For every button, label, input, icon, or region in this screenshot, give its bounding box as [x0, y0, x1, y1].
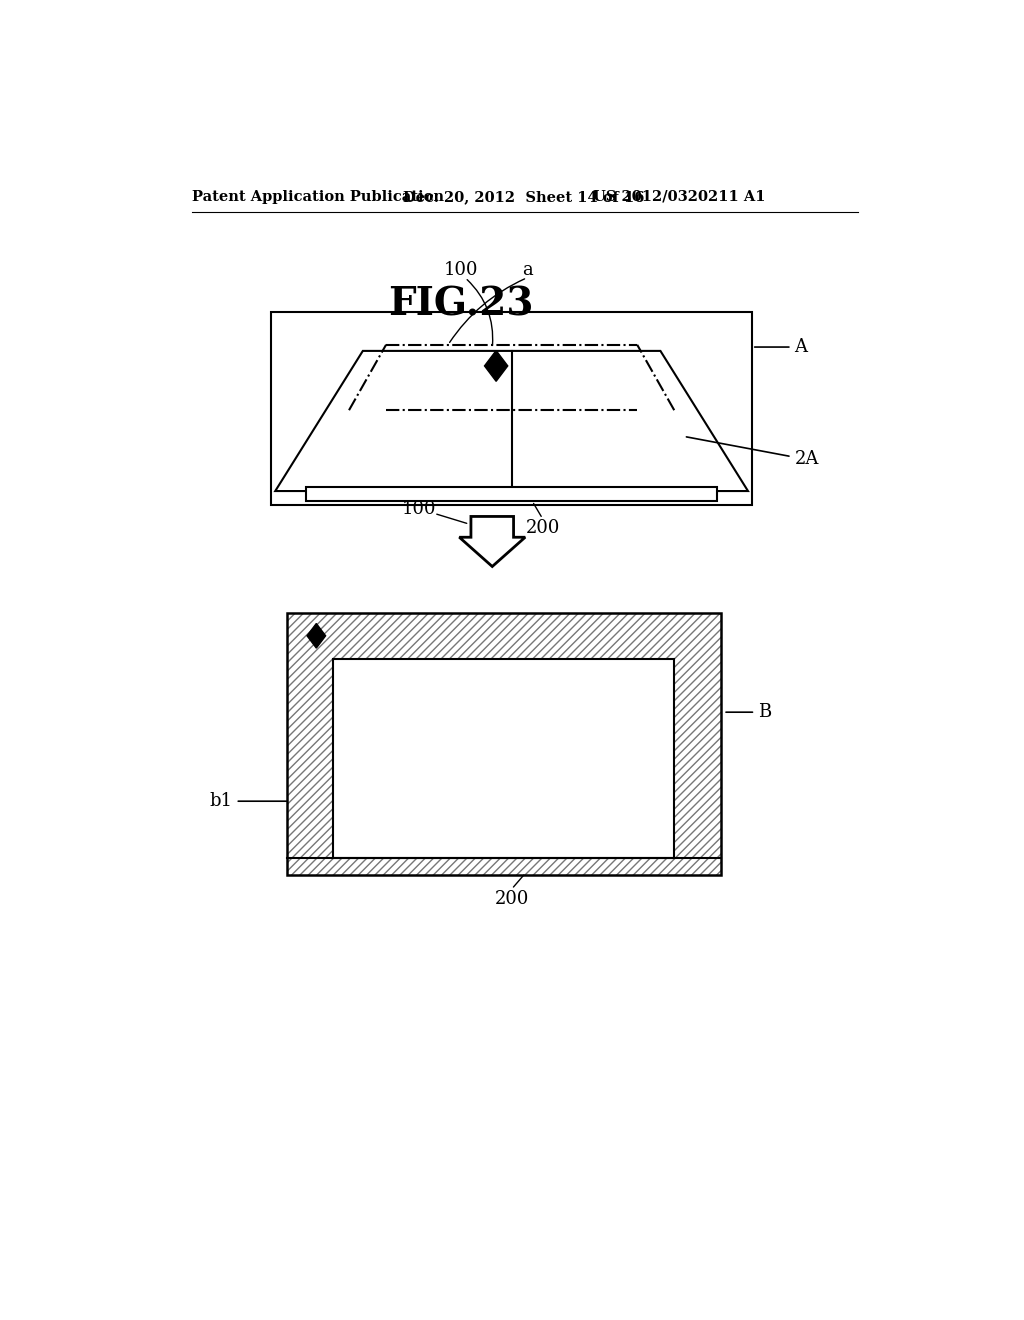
Bar — [271, 313, 752, 506]
Polygon shape — [460, 516, 525, 566]
Text: A: A — [755, 338, 808, 356]
Bar — [334, 659, 675, 858]
Bar — [675, 659, 721, 858]
Text: FIG.23: FIG.23 — [388, 285, 534, 323]
Text: Patent Application Publication: Patent Application Publication — [191, 190, 443, 203]
Text: 100: 100 — [401, 500, 436, 517]
Text: b1: b1 — [210, 792, 287, 810]
Text: Dec. 20, 2012  Sheet 14 of 16: Dec. 20, 2012 Sheet 14 of 16 — [403, 190, 644, 203]
Polygon shape — [307, 623, 326, 648]
Text: 200: 200 — [495, 890, 528, 908]
Bar — [287, 612, 721, 659]
Bar — [287, 858, 721, 875]
Bar — [287, 659, 334, 858]
Text: a: a — [522, 261, 532, 279]
Bar — [287, 612, 721, 875]
Text: B: B — [726, 704, 771, 721]
Polygon shape — [484, 351, 508, 381]
Text: US 2012/0320211 A1: US 2012/0320211 A1 — [593, 190, 766, 203]
Bar — [306, 487, 717, 502]
Polygon shape — [275, 351, 748, 491]
Text: 100: 100 — [444, 261, 478, 279]
Bar — [308, 490, 715, 499]
Text: 200: 200 — [525, 519, 560, 537]
Text: 2A: 2A — [686, 437, 819, 469]
